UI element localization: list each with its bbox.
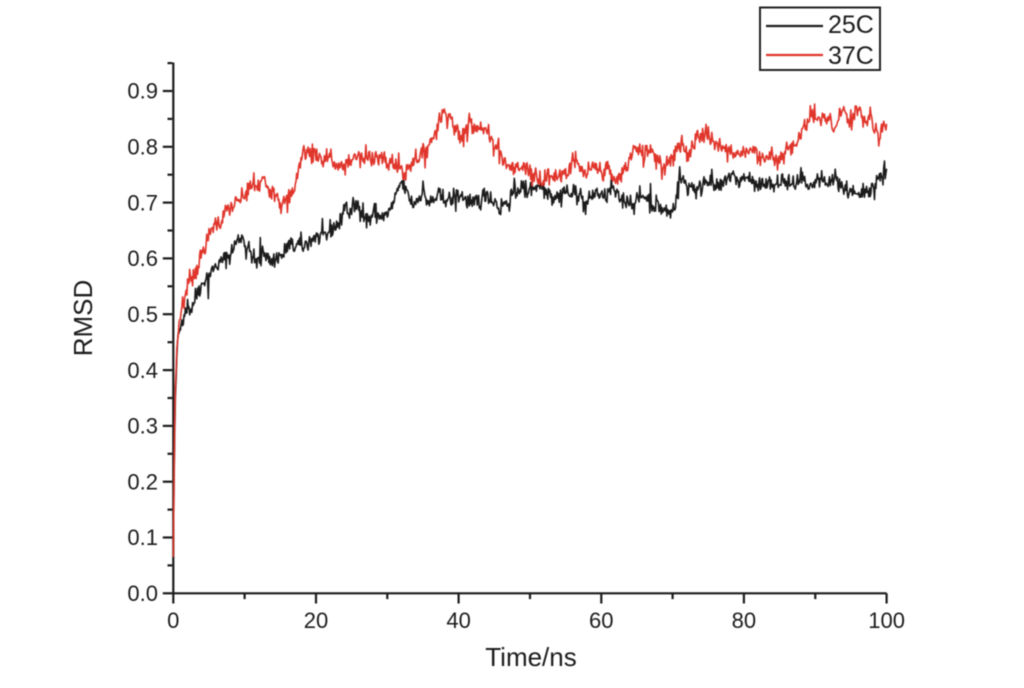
svg-text:20: 20 — [304, 608, 328, 633]
svg-text:25C: 25C — [828, 11, 874, 39]
svg-text:0.4: 0.4 — [127, 358, 158, 383]
svg-text:0.8: 0.8 — [127, 135, 158, 160]
svg-text:0.9: 0.9 — [127, 79, 158, 104]
svg-text:0.7: 0.7 — [127, 190, 158, 215]
svg-text:Time/ns: Time/ns — [485, 642, 577, 672]
svg-text:0.3: 0.3 — [127, 414, 158, 439]
svg-text:40: 40 — [446, 608, 470, 633]
svg-text:80: 80 — [732, 608, 756, 633]
svg-text:0.0: 0.0 — [127, 581, 158, 606]
svg-text:0.5: 0.5 — [127, 302, 158, 327]
svg-text:0: 0 — [167, 608, 179, 633]
svg-text:0.1: 0.1 — [127, 525, 158, 550]
svg-text:0.2: 0.2 — [127, 469, 158, 494]
svg-text:RMSD: RMSD — [68, 280, 98, 357]
svg-text:37C: 37C — [828, 42, 874, 70]
svg-text:60: 60 — [589, 608, 613, 633]
svg-text:100: 100 — [868, 608, 905, 633]
svg-text:0.6: 0.6 — [127, 246, 158, 271]
